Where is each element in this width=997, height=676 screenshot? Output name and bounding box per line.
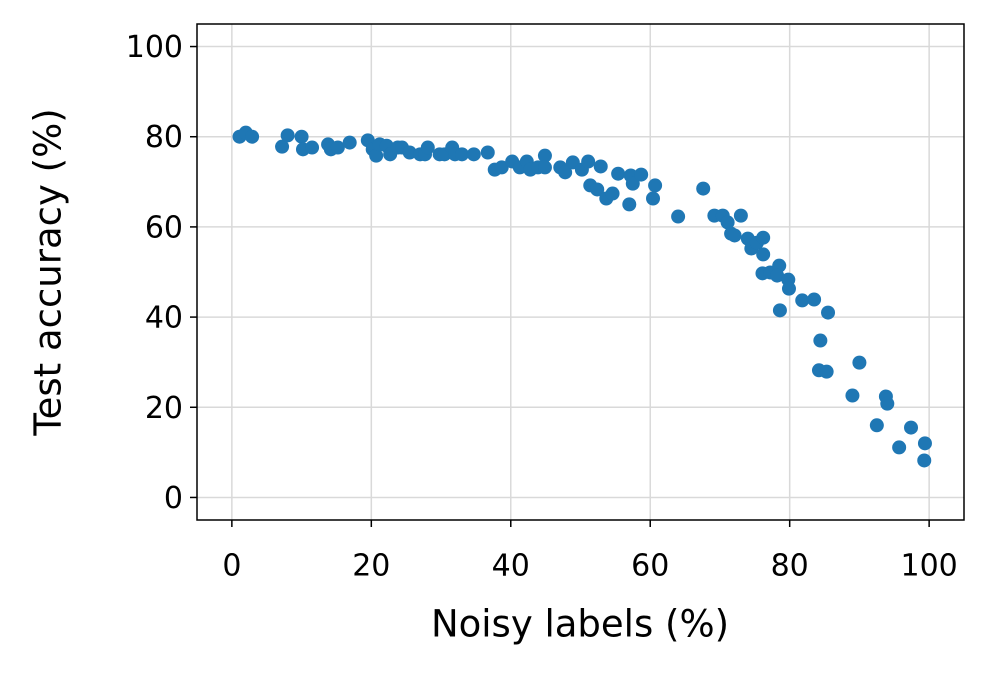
point: [294, 129, 309, 144]
point: [402, 145, 417, 160]
point: [813, 333, 828, 348]
point: [795, 293, 810, 308]
x-axis-label: Noisy labels (%): [431, 603, 729, 646]
point: [917, 453, 932, 468]
point: [581, 154, 596, 169]
y-tick-label: 0: [164, 481, 183, 516]
point: [625, 176, 640, 191]
point: [280, 128, 295, 143]
y-tick-label: 40: [145, 301, 183, 336]
point: [420, 140, 435, 155]
plot-frame: [196, 23, 965, 521]
x-tick-label: 100: [901, 549, 958, 584]
point: [622, 197, 637, 212]
point: [330, 140, 345, 155]
point: [852, 355, 867, 370]
point: [819, 364, 834, 379]
point: [454, 147, 469, 162]
point: [369, 148, 384, 163]
point: [696, 181, 711, 196]
point: [593, 159, 608, 174]
point: [634, 167, 649, 182]
point: [772, 303, 787, 318]
x-tick-label: 0: [222, 549, 241, 584]
point: [537, 160, 552, 175]
x-tick-label: 20: [352, 549, 390, 584]
point: [845, 388, 860, 403]
point: [275, 139, 290, 154]
x-tick-label: 60: [631, 549, 669, 584]
point: [880, 396, 895, 411]
point: [537, 148, 552, 163]
point: [756, 247, 771, 262]
y-tick-label: 80: [145, 120, 183, 155]
y-tick-label: 60: [145, 210, 183, 245]
point: [917, 436, 932, 451]
point: [480, 145, 495, 160]
point: [342, 135, 357, 150]
y-axis-label: Test accuracy (%): [27, 108, 70, 436]
point: [305, 140, 320, 155]
point: [770, 268, 785, 283]
point: [904, 420, 919, 435]
point: [611, 166, 626, 181]
point: [648, 178, 663, 193]
point: [494, 160, 509, 175]
point: [466, 147, 481, 162]
point: [756, 230, 771, 245]
point: [892, 440, 907, 455]
point: [605, 186, 620, 201]
point: [590, 182, 605, 197]
point: [671, 209, 686, 224]
point: [245, 129, 260, 144]
point: [558, 165, 573, 180]
y-tick-label: 20: [145, 391, 183, 426]
point: [781, 281, 796, 296]
point: [807, 292, 822, 307]
point: [727, 228, 742, 243]
x-tick-label: 40: [492, 549, 530, 584]
point: [646, 191, 661, 206]
point: [720, 215, 735, 230]
y-tick-label: 100: [126, 30, 183, 65]
point: [733, 208, 748, 223]
point: [869, 418, 884, 433]
point: [821, 305, 836, 320]
x-tick-label: 80: [771, 549, 809, 584]
